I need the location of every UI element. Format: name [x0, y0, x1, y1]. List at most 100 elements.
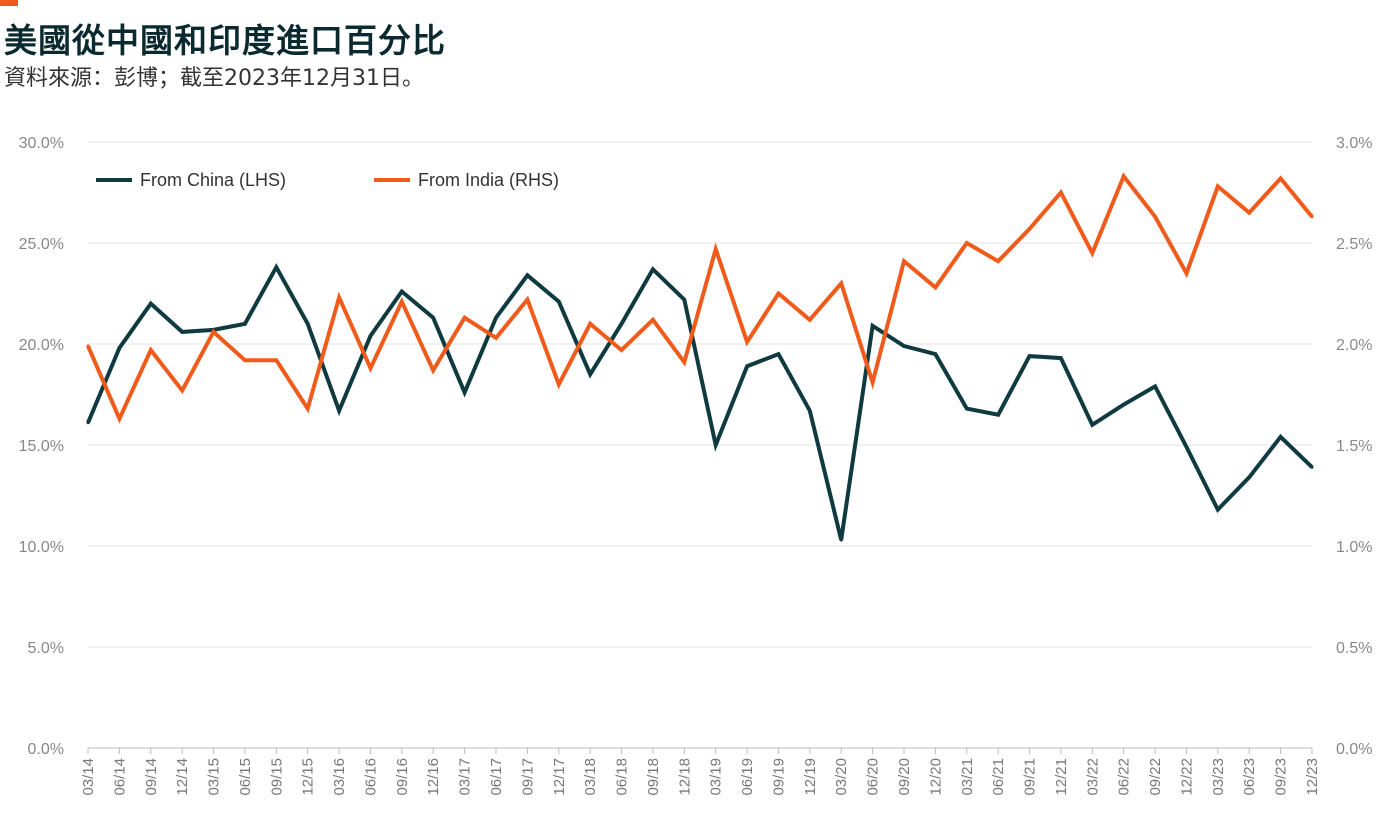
x-tick-label: 09/17	[519, 758, 536, 796]
data-point-india	[651, 318, 655, 322]
data-point-china	[337, 409, 341, 413]
data-point-china	[1279, 435, 1283, 439]
x-tick-label: 06/20	[865, 758, 882, 796]
gridlines	[88, 141, 1312, 749]
x-tick-label: 06/18	[614, 758, 631, 796]
data-point-china	[1184, 445, 1188, 449]
data-point-china	[1310, 465, 1314, 469]
legend-label-china: From China (LHS)	[140, 170, 286, 190]
y-right-tick-label: 0.5%	[1336, 640, 1372, 657]
data-point-india	[431, 368, 435, 372]
data-point-china	[306, 322, 310, 326]
x-tick-label: 09/18	[645, 758, 662, 796]
data-point-china	[243, 322, 247, 326]
data-point-china	[965, 407, 969, 411]
data-point-china	[1028, 354, 1032, 358]
data-point-india	[871, 380, 875, 384]
y-left-tick-label: 5.0%	[28, 640, 64, 657]
data-point-china	[400, 289, 404, 293]
x-tick-label: 03/22	[1084, 758, 1101, 796]
data-point-china	[431, 316, 435, 320]
data-point-china	[1090, 423, 1094, 427]
x-tick-label: 06/23	[1241, 758, 1258, 796]
series-line-china	[86, 263, 1314, 541]
data-point-india	[965, 241, 969, 245]
data-point-china	[1059, 356, 1063, 360]
y-right-tick-label: 0.0%	[1336, 741, 1372, 758]
data-point-india	[400, 300, 404, 304]
y-left-tick-label: 30.0%	[19, 135, 64, 152]
x-tick-label: 12/22	[1178, 758, 1195, 796]
x-tick-label: 03/21	[959, 758, 976, 796]
data-point-china	[871, 324, 875, 328]
data-point-china	[933, 352, 937, 356]
x-tick-label: 09/22	[1147, 758, 1164, 796]
data-point-india	[1310, 215, 1314, 219]
y-left-tick-label: 0.0%	[28, 741, 64, 758]
data-point-india	[557, 382, 561, 386]
data-point-india	[714, 247, 718, 251]
x-tick-label: 09/20	[896, 758, 913, 796]
x-tick-label: 09/21	[1022, 758, 1039, 796]
y-left-tick-label: 20.0%	[19, 337, 64, 354]
y-left-tick-label: 10.0%	[19, 539, 64, 556]
y-right-tick-label: 2.0%	[1336, 337, 1372, 354]
data-point-india	[494, 336, 498, 340]
x-tick-label: 06/21	[990, 758, 1007, 796]
data-point-china	[1247, 475, 1251, 479]
x-tick-label: 03/23	[1210, 758, 1227, 796]
y-right-tick-label: 3.0%	[1336, 135, 1372, 152]
y-right-tick-label: 2.5%	[1336, 236, 1372, 253]
data-point-india	[86, 344, 90, 348]
x-tick-label: 12/17	[551, 758, 568, 796]
data-point-china	[651, 267, 655, 271]
data-point-india	[933, 285, 937, 289]
x-tick-label: 12/20	[927, 758, 944, 796]
data-point-india	[1216, 184, 1220, 188]
legend: From China (LHS) From India (RHS)	[96, 170, 559, 190]
x-tick-label: 03/19	[708, 758, 725, 796]
data-point-india	[117, 417, 121, 421]
x-tick-label: 12/18	[676, 758, 693, 796]
data-point-india	[1184, 271, 1188, 275]
x-tick-label: 12/15	[300, 758, 317, 796]
data-point-china	[86, 421, 90, 425]
x-tick-label: 03/15	[206, 758, 223, 796]
data-point-india	[337, 296, 341, 300]
data-point-china	[463, 390, 467, 394]
y-right-tick-label: 1.0%	[1336, 539, 1372, 556]
data-point-china	[996, 413, 1000, 417]
data-point-china	[368, 334, 372, 338]
data-point-china	[180, 330, 184, 334]
data-point-china	[525, 273, 529, 277]
data-point-china	[839, 538, 843, 542]
data-point-india	[588, 322, 592, 326]
x-tick-label: 09/23	[1273, 758, 1290, 796]
data-point-china	[1216, 508, 1220, 512]
data-point-china	[620, 322, 624, 326]
data-point-china	[117, 346, 121, 350]
data-point-india	[274, 358, 278, 362]
data-point-china	[1153, 384, 1157, 388]
data-point-china	[1122, 403, 1126, 407]
x-tick-label: 12/14	[174, 758, 191, 796]
data-point-india	[808, 318, 812, 322]
data-point-india	[1059, 191, 1063, 194]
data-point-china	[588, 372, 592, 376]
data-point-china	[149, 302, 153, 306]
data-point-india	[1122, 174, 1126, 178]
x-tick-label: 03/18	[582, 758, 599, 796]
data-point-india	[525, 298, 529, 302]
x-tick-label: 09/16	[394, 758, 411, 796]
x-tick-label: 06/16	[362, 758, 379, 796]
data-point-india	[1153, 215, 1157, 219]
x-tick-label: 12/23	[1304, 758, 1321, 796]
y-left-tick-label: 15.0%	[19, 438, 64, 455]
data-point-india	[243, 358, 247, 362]
data-point-india	[620, 348, 624, 352]
data-point-india	[996, 259, 1000, 263]
x-tick-label: 06/17	[488, 758, 505, 796]
x-tick-label: 12/19	[802, 758, 819, 796]
data-point-india	[1090, 251, 1094, 255]
